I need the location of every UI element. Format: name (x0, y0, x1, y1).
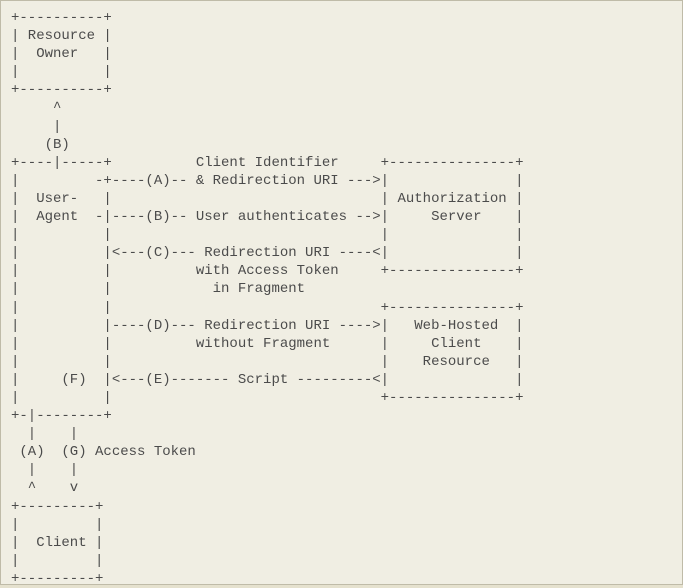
oauth-implicit-flow-diagram: +----------+ | Resource | | Owner | | | … (11, 9, 672, 588)
diagram-panel: +----------+ | Resource | | Owner | | | … (0, 0, 683, 585)
